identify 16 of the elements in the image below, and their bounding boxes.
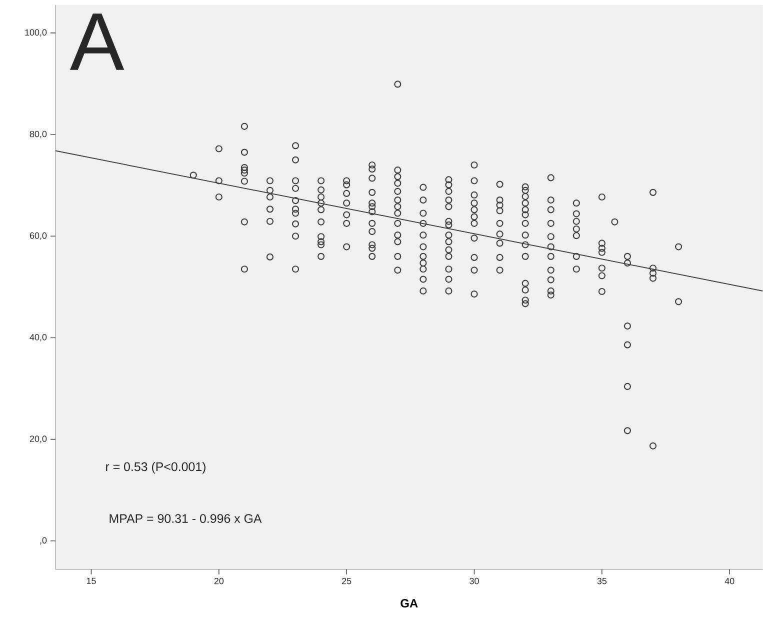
- annotation: A: [70, 14, 124, 70]
- y-tick-label: ,0: [40, 537, 47, 545]
- y-tick-label: 60,0: [30, 232, 47, 240]
- y-tick-label: 80,0: [30, 130, 47, 138]
- x-tick-label: 25: [342, 578, 352, 584]
- x-tick-label: 15: [86, 578, 96, 584]
- y-tick-label: 20,0: [30, 436, 47, 444]
- x-axis-title: GA: [400, 599, 418, 608]
- x-tick-label: 20: [214, 578, 224, 584]
- annotation: r = 0.53 (P<0.001): [106, 462, 206, 474]
- x-tick-label: 40: [724, 578, 734, 584]
- y-tick-label: 40,0: [30, 334, 47, 342]
- x-tick-label: 35: [597, 578, 607, 584]
- x-tick-label: 30: [470, 578, 479, 584]
- y-tick-label: 100,0: [25, 29, 47, 37]
- annotation: MPAP = 90.31 - 0.996 x GA: [110, 514, 262, 524]
